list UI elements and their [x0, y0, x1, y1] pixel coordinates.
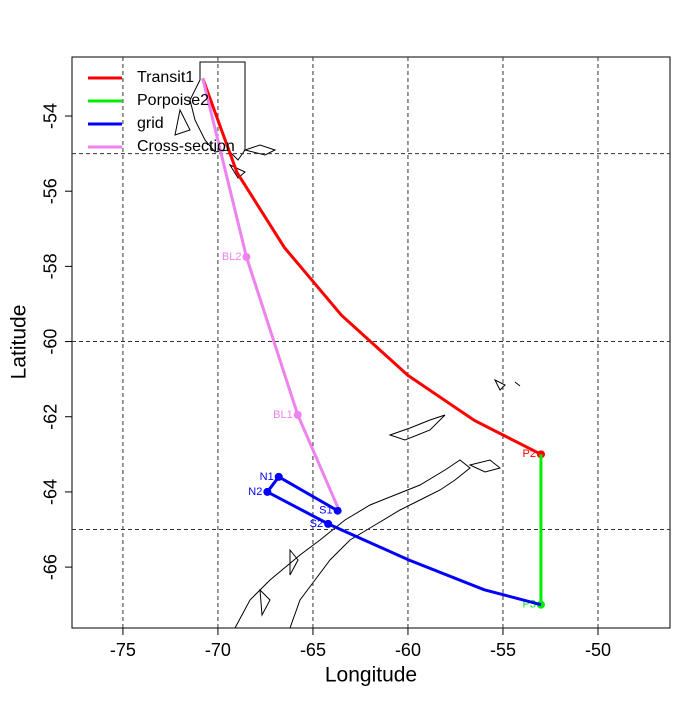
- y-tick-label: -56: [41, 178, 61, 204]
- legend-label: Transit1: [137, 69, 194, 86]
- y-axis-label: Latitude: [8, 305, 31, 380]
- series-line: [265, 474, 542, 607]
- x-tick-label: -50: [585, 640, 611, 660]
- x-tick-label: -75: [110, 640, 136, 660]
- series-line: [201, 78, 340, 508]
- point: [263, 487, 272, 496]
- x-tick-label: -60: [395, 640, 421, 660]
- x-tick-label: -55: [490, 640, 516, 660]
- x-tick-label: -65: [300, 640, 326, 660]
- point: [324, 519, 333, 528]
- y-tick-label: -58: [41, 253, 61, 279]
- point-label: P2: [523, 448, 536, 460]
- point-label: N2: [248, 486, 262, 498]
- point-label: S1: [319, 505, 332, 517]
- y-tick-label: -66: [41, 554, 61, 580]
- series-line: [201, 77, 542, 456]
- point-label: BL2: [222, 251, 242, 263]
- x-axis-label: Longitude: [325, 664, 417, 687]
- point: [333, 506, 342, 515]
- point-label: S2: [310, 518, 323, 530]
- legend-label: Cross-section: [137, 138, 235, 155]
- legend-label: Porpoise2: [137, 92, 209, 109]
- point-label: N1: [260, 471, 274, 483]
- y-tick-label: -60: [41, 329, 61, 355]
- x-tick-label: -70: [205, 640, 231, 660]
- point-label: BL1: [273, 409, 293, 421]
- y-tick-label: -54: [41, 103, 61, 129]
- point: [242, 252, 251, 261]
- point: [274, 472, 283, 481]
- coastline: [174, 61, 521, 629]
- legend-label: grid: [137, 115, 164, 132]
- y-tick-label: -64: [41, 479, 61, 505]
- plot-frame: [71, 56, 671, 629]
- y-tick-label: -62: [41, 404, 61, 430]
- point: [293, 410, 302, 419]
